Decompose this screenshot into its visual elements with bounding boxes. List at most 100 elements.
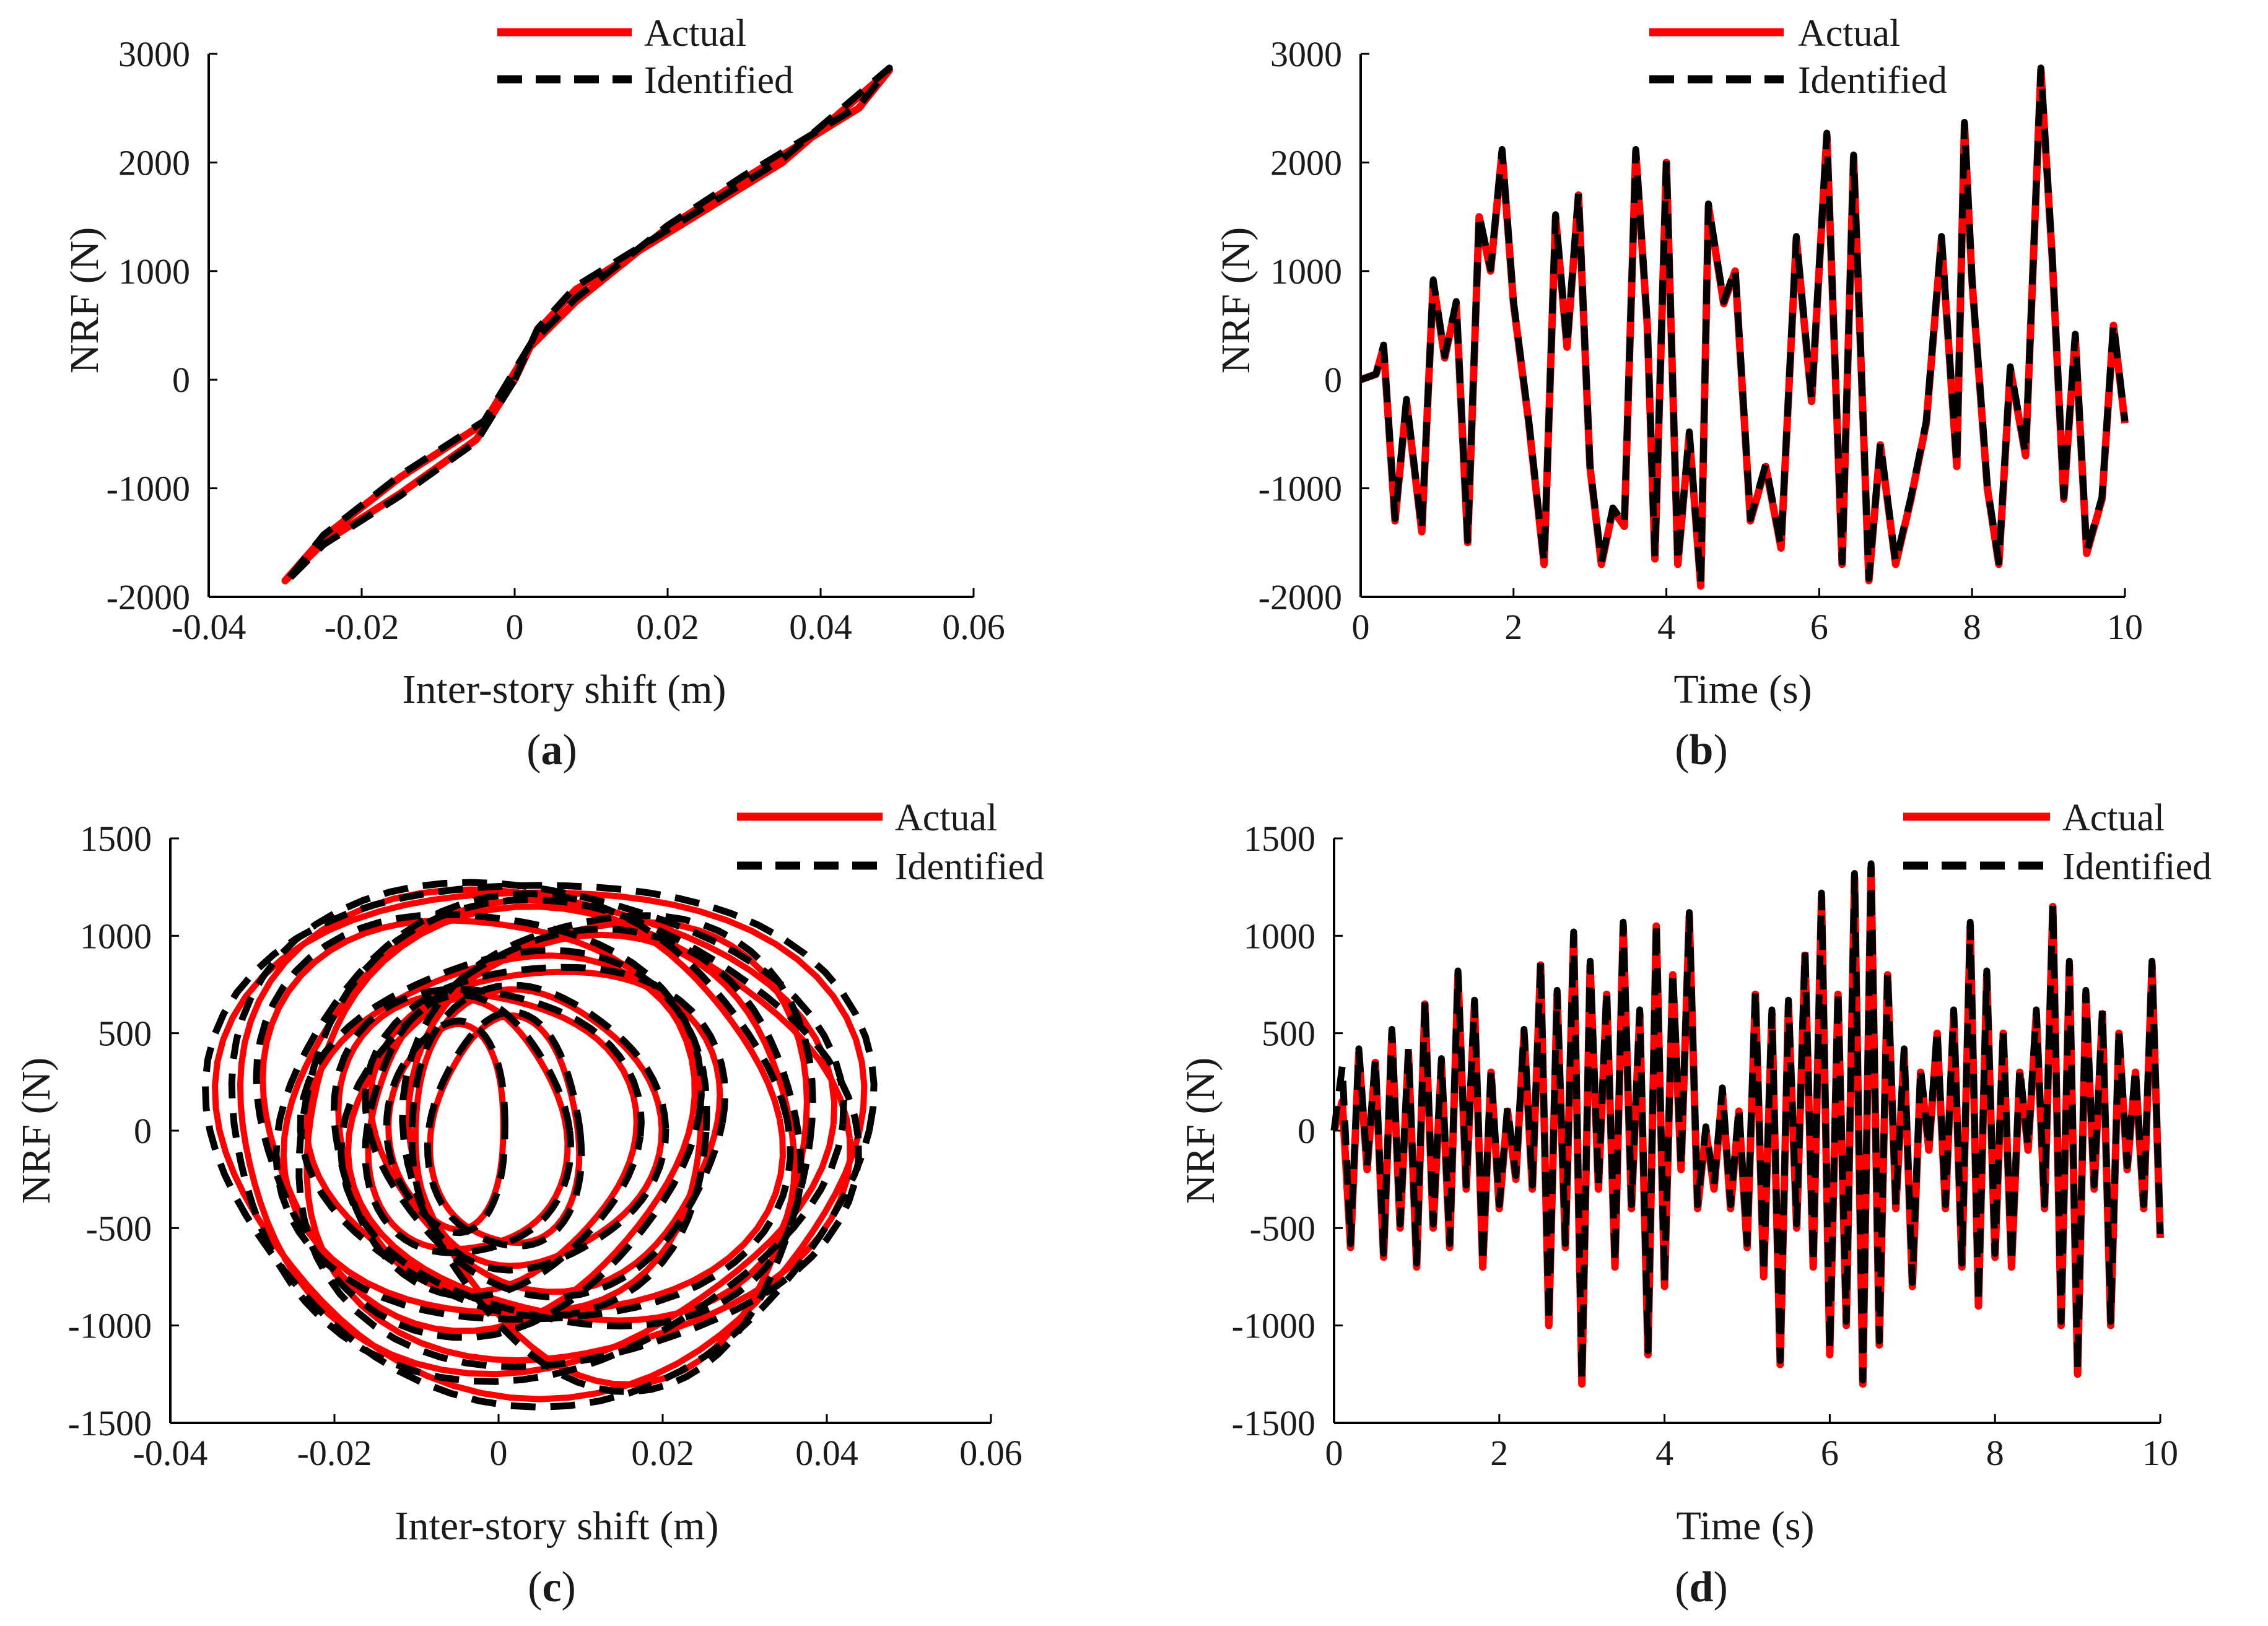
panel-c-xlabel: Inter-story shift (m) [395,1503,719,1549]
panel-a-xlabel: Inter-story shift (m) [403,667,726,712]
panel-a-legend-actual-label: Actual [644,12,746,54]
panel-a-y-tick-label: -1000 [107,469,190,509]
panel-a-y-tick-label: 0 [172,360,190,400]
panel-b-x-tick-label: 4 [1657,607,1675,647]
panel-b-x-tick-label: 8 [1963,607,1981,647]
panel-d-xlabel: Time (s) [1676,1503,1814,1549]
panel-d-series-actual-line [1330,864,2164,1388]
panel-a-legend-identified-label: Identified [644,59,793,102]
panel-d-legend-identified-label: Identified [2062,846,2212,888]
panel-b-x-tick-label: 10 [2107,607,2143,647]
panel-a-series-identified-line [282,64,893,586]
panel-c-x-tick-label: 0.06 [959,1433,1023,1473]
panel-c-ylabel: NRF (N) [14,1058,59,1204]
panel-a-x-tick-label: 0.02 [636,607,699,647]
panel-c-y-tick-label: 1500 [80,819,152,859]
panel-c-series-identified-loop [273,890,794,1323]
panel-d-x-tick-label: 0 [1325,1433,1343,1473]
panel-d-x-tick-label: 2 [1490,1433,1508,1473]
panel-b-plot-area: 0 2 4 6 8 10 -2000 -1000 0 1000 2000 3000 [1258,34,2143,647]
panel-b-x-tick-label: 0 [1352,607,1370,647]
panel-c-y-tick-label: 500 [98,1014,152,1054]
panel-b-y-tick-label: -2000 [1258,577,1342,617]
panel-c: -0.04 -0.02 0 0.02 0.04 0.06 -1500 -1000 -500 0 50… [14,797,1044,1611]
panel-c-y-tick-label: -1500 [68,1403,152,1443]
panel-c-series-identified-loop [330,986,645,1300]
panel-c-series-identified-loop [338,925,805,1330]
panel-d-ylabel: NRF (N) [1178,1058,1223,1204]
panel-d-plot-area: 0 2 4 6 8 10 -1500 -1000 -500 0 500 1000 1500 [1232,819,2178,1473]
panel-c-x-tick-label: -0.02 [297,1433,372,1473]
panel-a-x-tick-label: 0 [506,607,524,647]
panel-d-y-tick-label: -1000 [1232,1306,1315,1346]
panel-a-ylabel: NRF (N) [62,227,107,374]
panel-d-y-tick-label: 0 [1298,1111,1315,1151]
panel-c-y-tick-label: -1000 [68,1306,152,1346]
panel-c-x-tick-label: 0.04 [795,1433,858,1473]
panel-c-series-actual-loop [412,986,665,1269]
panel-b-y-tick-label: 1000 [1270,251,1342,292]
panel-a-x-tick-label: -0.02 [325,607,399,647]
panel-d-y-tick-label: 500 [1262,1014,1315,1054]
panel-c-x-tick-label: 0.02 [631,1433,694,1473]
panel-b-y-tick-label: 2000 [1270,142,1342,183]
panel-b-legend-actual-label: Actual [1798,12,1900,54]
panel-c-legend-identified-label: Identified [895,846,1044,888]
panel-b-y-tick-label: 3000 [1270,34,1342,74]
panel-c-legend: Actual Identified [737,797,1044,888]
panel-b-x-tick-label: 2 [1504,607,1522,647]
panel-d-y-tick-label: -1500 [1232,1403,1315,1443]
panel-d-x-tick-label: 8 [1986,1433,2004,1473]
panel-c-series-identified-loop [201,882,878,1411]
panel-b-y-tick-label: -1000 [1258,469,1342,509]
panel-c-series-actual-loop [427,1012,583,1246]
panel-c-series-actual-loop [260,917,698,1334]
panel-b-xlabel: Time (s) [1673,667,1812,712]
panel-b-ylabel: NRF (N) [1213,227,1258,374]
panel-c-y-tick-label: 1000 [80,916,152,956]
panel-d: 0 2 4 6 8 10 -1500 -1000 -500 0 500 1000 1500 Actual… [1178,797,2212,1611]
panel-c-x-tick-label: 0 [490,1433,508,1473]
panel-a-caption: (a) [526,726,577,774]
panel-c-series-identified-loop [228,879,847,1385]
panel-d-x-tick-label: 4 [1655,1433,1673,1473]
panel-c-caption: (c) [528,1563,576,1611]
panel-b-x-tick-label: 6 [1810,607,1828,647]
panel-b-legend-identified-label: Identified [1798,59,1947,102]
panel-c-series-identified-loop [383,1017,508,1237]
panel-d-x-tick-label: 10 [2142,1433,2178,1473]
panel-b: 0 2 4 6 8 10 -2000 -1000 0 1000 2000 3000 Actual Id… [1213,12,2143,774]
panel-c-y-tick-label: 0 [134,1111,152,1151]
panel-c-plot-area: -0.04 -0.02 0 0.02 0.04 0.06 -1500 -1000 -500 0 50… [68,819,1023,1473]
panel-d-y-tick-label: 1500 [1244,819,1315,859]
panel-c-x-tick-label: -0.04 [133,1433,208,1473]
panel-b-legend: Actual Identified [1649,12,1947,102]
panel-d-y-tick-label: -500 [1250,1208,1315,1248]
panel-d-caption: (d) [1675,1563,1728,1611]
panel-a-x-tick-label: 0.06 [942,607,1005,647]
panel-d-legend: Actual Identified [1903,797,2212,888]
panel-a-y-tick-label: -2000 [107,577,190,617]
panel-a-y-tick-label: 3000 [118,34,190,74]
panel-a-plot-area: -0.04 -0.02 0 0.02 0.04 0.06 -2000 -1000 0 1000 20… [107,34,1005,647]
panel-d-y-tick-label: 1000 [1244,916,1315,956]
panel-d-x-tick-label: 6 [1821,1433,1839,1473]
panel-c-legend-actual-label: Actual [895,797,997,839]
panel-d-series-identified-line [1330,860,2164,1384]
panel-c-series-actual-loop [212,889,868,1402]
panel-b-caption: (b) [1675,726,1728,774]
panel-a-y-tick-label: 2000 [118,142,190,183]
panel-a-x-tick-label: 0.04 [789,607,852,647]
panel-c-series-identified-loop [253,911,705,1341]
panel-a: -0.04 -0.02 0 0.02 0.04 0.06 -2000 -1000 0 1000 20… [62,12,1005,774]
panel-c-series-identified-loop [362,963,729,1300]
panel-c-series-identified-loop [399,912,816,1396]
panel-b-series-identified-line [1359,64,2129,588]
panel-b-series-actual-line [1359,66,2129,590]
panel-b-y-tick-label: 0 [1324,360,1342,400]
panel-c-series-identified-loop [362,991,574,1256]
panel-c-series-identified-loop [408,981,669,1274]
panel-c-series-identified-loop [297,947,710,1320]
panel-d-legend-actual-label: Actual [2062,797,2165,839]
